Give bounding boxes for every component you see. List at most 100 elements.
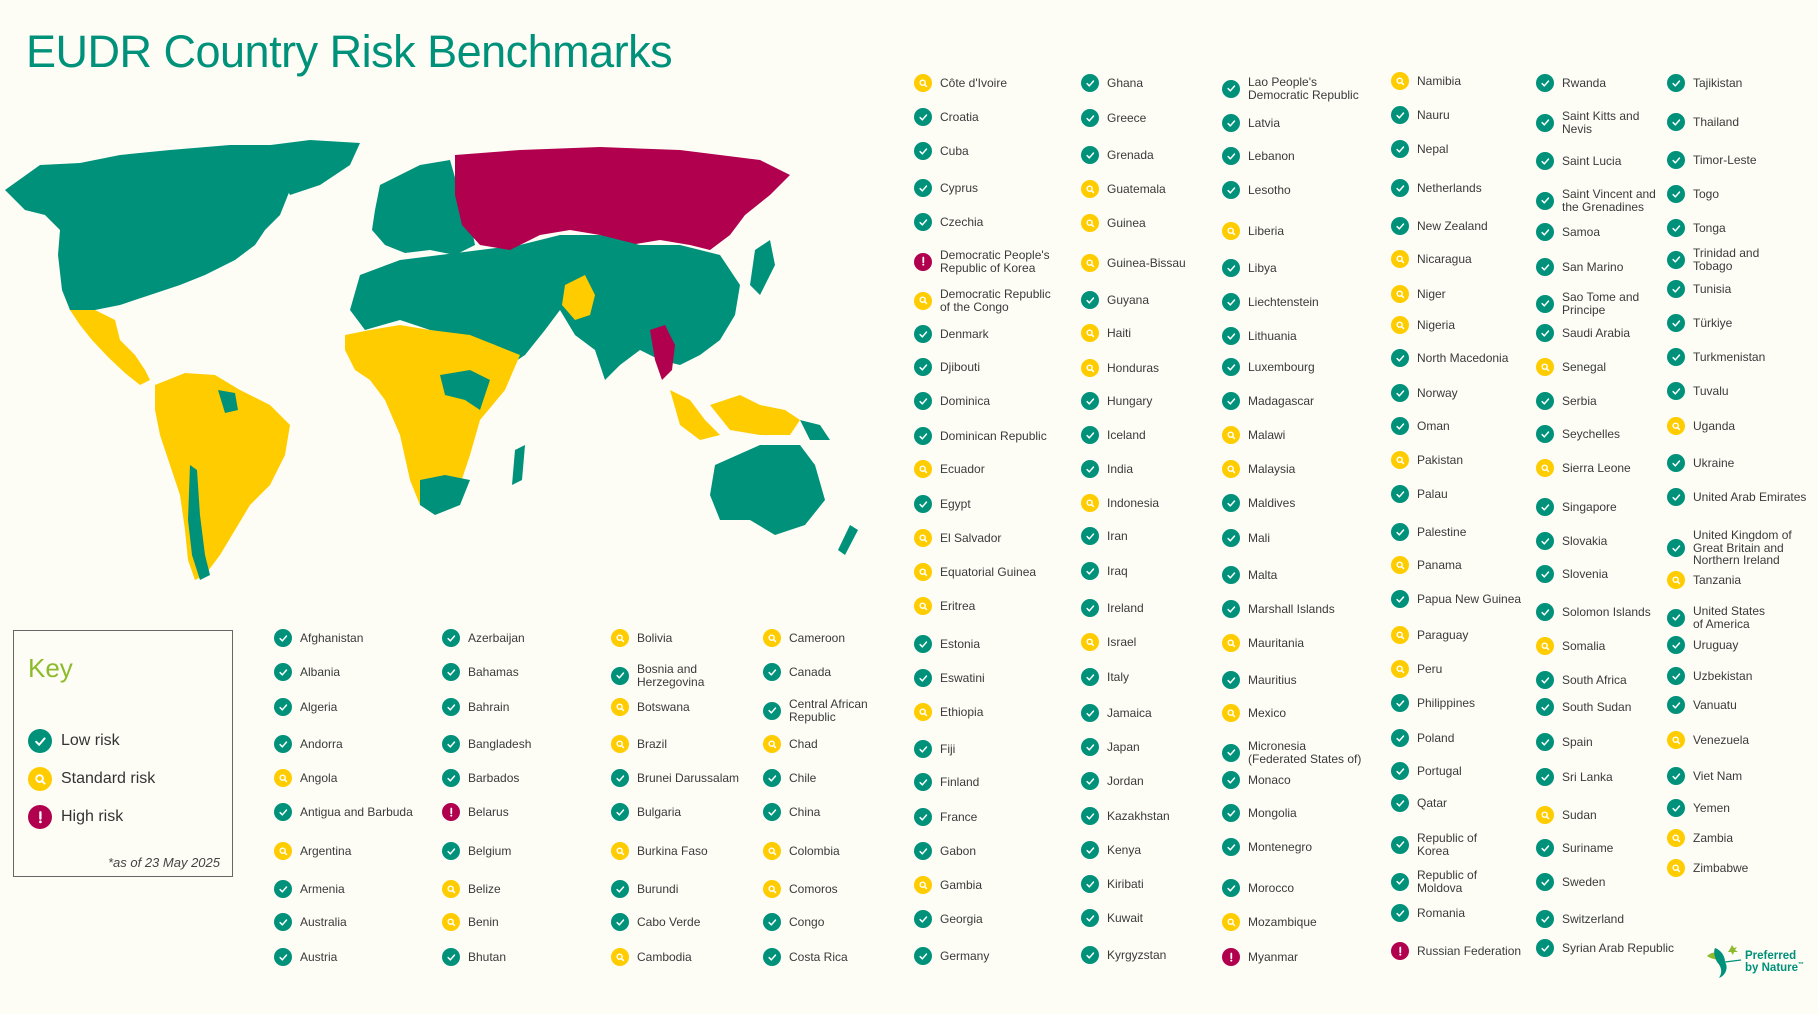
country-list-item: Cuba xyxy=(914,142,969,160)
magnifier-icon xyxy=(28,767,52,791)
russia-region xyxy=(455,147,790,250)
country-name: Norway xyxy=(1417,385,1458,400)
magnifier-icon xyxy=(763,735,781,753)
magnifier-icon xyxy=(611,629,629,647)
country-list-item: Uzbekistan xyxy=(1667,667,1752,685)
country-list-item: Ukraine xyxy=(1667,454,1734,472)
exclamation-icon xyxy=(442,803,460,821)
country-name: Israel xyxy=(1107,634,1137,649)
country-list-item: Jamaica xyxy=(1081,704,1152,722)
country-list-item: Tonga xyxy=(1667,219,1726,237)
png-region xyxy=(800,420,830,440)
check-icon xyxy=(1536,74,1554,92)
country-name: Canada xyxy=(789,664,832,679)
check-icon xyxy=(1222,259,1240,277)
country-name: Slovenia xyxy=(1562,566,1609,581)
country-name: Afghanistan xyxy=(300,630,364,645)
check-icon xyxy=(914,392,932,410)
country-list-item: Maldives xyxy=(1222,494,1295,512)
check-icon xyxy=(1081,146,1099,164)
country-name: Australia xyxy=(300,914,347,929)
country-name: Haiti xyxy=(1107,325,1132,340)
country-name: Chad xyxy=(789,736,818,751)
country-list-item: Montenegro xyxy=(1222,838,1312,856)
check-icon xyxy=(1081,772,1099,790)
check-icon xyxy=(1081,668,1099,686)
country-name: Viet Nam xyxy=(1693,768,1743,783)
country-list-item: Philippines xyxy=(1391,694,1475,712)
country-list-item: Grenada xyxy=(1081,146,1154,164)
check-icon xyxy=(1536,258,1554,276)
country-name: Côte d'Ivoire xyxy=(940,75,1007,90)
country-list-item: Honduras xyxy=(1081,359,1159,377)
country-list-item: Denmark xyxy=(914,325,989,343)
country-name: Kazakhstan xyxy=(1107,808,1170,823)
country-list-item: Czechia xyxy=(914,213,983,231)
country-list-item: Eswatini xyxy=(914,669,985,687)
country-list-item: Marshall Islands xyxy=(1222,600,1335,618)
country-name: Algeria xyxy=(300,699,338,714)
country-name: Myanmar xyxy=(1248,949,1299,964)
country-name: Republic of Moldova xyxy=(1417,868,1478,895)
country-list-item: Egypt xyxy=(914,495,971,513)
country-list-item: Turkmenistan xyxy=(1667,348,1765,366)
country-list-item: Thailand xyxy=(1667,113,1739,131)
country-list-item: Barbados xyxy=(442,769,519,787)
country-list-item: Italy xyxy=(1081,668,1129,686)
check-icon xyxy=(1391,106,1409,124)
country-name: Bangladesh xyxy=(468,736,532,751)
country-list-item: Vanuatu xyxy=(1667,696,1737,714)
country-list-item: Iraq xyxy=(1081,562,1128,580)
country-list-item: Uganda xyxy=(1667,417,1735,435)
country-name: Timor-Leste xyxy=(1693,152,1757,167)
country-name: Tajikistan xyxy=(1693,75,1743,90)
country-name: Rwanda xyxy=(1562,75,1607,90)
country-list-item: Chile xyxy=(763,769,816,787)
legend-label: Standard risk xyxy=(61,770,156,787)
check-icon xyxy=(914,635,932,653)
country-name: Dominican Republic xyxy=(940,428,1047,443)
country-name: Micronesia (Federated States of) xyxy=(1248,739,1362,766)
check-icon xyxy=(1222,671,1240,689)
check-icon xyxy=(1667,74,1685,92)
country-name: Greece xyxy=(1107,110,1147,125)
country-name: Cabo Verde xyxy=(637,914,701,929)
country-name: Mozambique xyxy=(1248,914,1317,929)
country-name: Comoros xyxy=(789,881,838,896)
country-list-item: Palestine xyxy=(1391,523,1466,541)
country-name: Ethiopia xyxy=(940,704,984,719)
country-name: Czechia xyxy=(940,214,984,229)
country-list-item: Bahrain xyxy=(442,698,509,716)
check-icon xyxy=(914,773,932,791)
magnifier-icon xyxy=(1222,222,1240,240)
check-icon xyxy=(1391,179,1409,197)
magnifier-icon xyxy=(914,597,932,615)
check-icon xyxy=(1081,704,1099,722)
country-name: Austria xyxy=(300,949,338,964)
check-icon xyxy=(1222,879,1240,897)
country-name: Mauritius xyxy=(1248,672,1297,687)
country-name: Brunei Darussalam xyxy=(637,770,740,785)
check-icon xyxy=(1391,872,1409,891)
country-list-item: Burkina Faso xyxy=(611,842,708,860)
madagascar-region xyxy=(512,445,525,485)
country-list-item: Pakistan xyxy=(1391,451,1463,469)
country-name: Portugal xyxy=(1417,763,1462,778)
country-list-item: Iceland xyxy=(1081,426,1146,444)
country-list-item: Seychelles xyxy=(1536,425,1620,443)
country-name: Nicaragua xyxy=(1417,251,1472,266)
country-list-item: Sao Tome and Principe xyxy=(1536,291,1639,316)
check-icon xyxy=(1667,767,1685,785)
country-list-item: Cameroon xyxy=(763,629,845,647)
check-icon xyxy=(914,213,932,231)
magnifier-icon xyxy=(274,842,292,860)
country-list-item: Myanmar xyxy=(1222,948,1298,966)
check-icon xyxy=(914,108,932,126)
country-name: Jamaica xyxy=(1107,705,1152,720)
check-icon xyxy=(1667,219,1685,237)
exclamation-icon xyxy=(28,805,52,829)
australia-region xyxy=(710,445,825,535)
country-name: Zambia xyxy=(1693,830,1734,845)
country-list-item: Kiribati xyxy=(1081,875,1144,893)
country-list-item: Nicaragua xyxy=(1391,250,1472,268)
